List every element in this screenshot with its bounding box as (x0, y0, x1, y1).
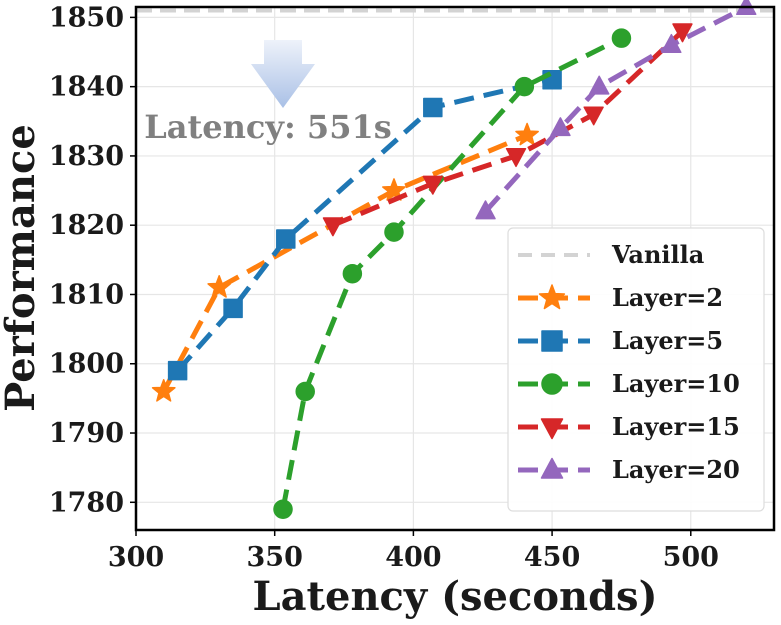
y-tick-label: 1830 (49, 141, 124, 172)
plot-frame (134, 5, 776, 532)
data-point (295, 381, 315, 402)
data-point (342, 263, 363, 284)
data-point (276, 229, 296, 249)
data-point (514, 76, 535, 97)
series-line-layer-2 (161, 132, 529, 393)
data-point (167, 360, 188, 381)
legend-box (507, 227, 765, 512)
legend-marker-layer-2 (538, 284, 566, 310)
y-tick-label: 1800 (49, 349, 124, 380)
x-axis-title: Latency (seconds) (253, 573, 658, 620)
data-point (583, 106, 604, 126)
data-point (384, 222, 404, 242)
data-point (505, 147, 527, 168)
y-tick-label: 1850 (49, 2, 124, 33)
latency-arrow-icon (251, 40, 315, 108)
legend-label-layer-10: Layer=10 (612, 369, 740, 398)
data-point (672, 23, 693, 43)
y-tick-label: 1790 (49, 418, 124, 449)
data-point (223, 298, 243, 319)
data-point (151, 379, 176, 402)
data-point (475, 200, 496, 220)
legend-label-layer-15: Layer=15 (612, 412, 740, 441)
data-point (422, 175, 444, 195)
series-layer-2 (151, 122, 539, 402)
x-tick-label: 400 (385, 542, 441, 573)
data-point (515, 122, 539, 146)
data-point (589, 75, 610, 95)
series-line-layer-10 (280, 35, 623, 510)
y-tick-label: 1780 (49, 487, 124, 518)
data-point (611, 28, 632, 48)
latency-annotation: Latency: 551s (144, 108, 391, 146)
data-point (423, 97, 443, 118)
x-tick-label: 300 (108, 542, 164, 573)
legend: Vanilla Layer=2 Layer=5 Layer=10 Layer=15 Lay… (507, 227, 765, 512)
y-tick-label: 1810 (49, 279, 124, 310)
data-point (322, 217, 344, 237)
data-point (207, 275, 232, 298)
series-layer-15 (322, 23, 693, 237)
y-tick-label: 1820 (49, 210, 124, 241)
data-point (661, 33, 682, 54)
series-layer (151, 0, 757, 519)
x-tick-label: 500 (663, 542, 719, 573)
data-point (550, 117, 571, 137)
legend-marker-layer-20 (540, 457, 564, 479)
x-tick-label: 450 (524, 542, 580, 573)
legend-label-layer-5: Layer=5 (612, 326, 723, 355)
y-axis-title: Performance (0, 124, 44, 412)
y-axis: 1780 1790 1800 1810 1820 1830 1840 1850 (49, 2, 136, 518)
y-tick-label: 1840 (49, 72, 124, 103)
series-line-layer-5 (175, 77, 553, 373)
data-point (382, 178, 406, 201)
series-layer-10 (273, 28, 632, 519)
legend-label-layer-2: Layer=2 (612, 283, 723, 312)
x-tick-label: 350 (247, 542, 303, 573)
legend-marker-layer-5 (541, 330, 563, 352)
legend-marker-layer-15 (540, 418, 564, 440)
legend-marker-layer-10 (541, 373, 563, 395)
legend-label-layer-20: Layer=20 (612, 455, 740, 484)
x-axis: 300 350 400 450 500 (108, 530, 719, 573)
data-point (273, 499, 293, 519)
legend-label-vanilla: Vanilla (611, 240, 704, 269)
